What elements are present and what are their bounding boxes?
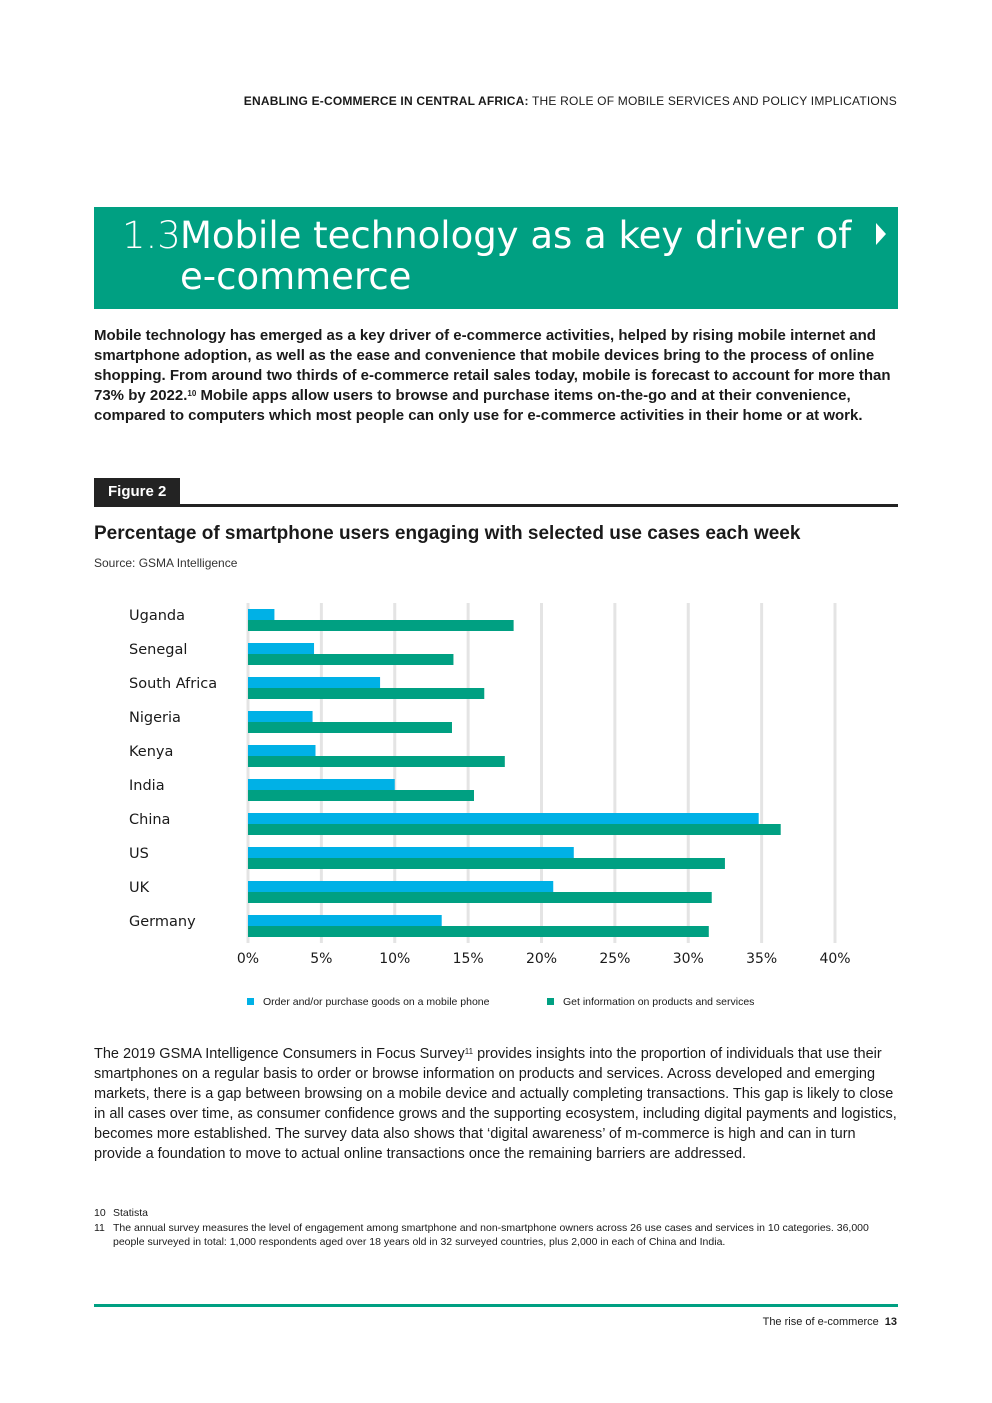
footnote-11: 11 The annual survey measures the level …	[94, 1221, 898, 1250]
bar-info-china	[248, 824, 781, 835]
page-number: 13	[884, 1316, 897, 1328]
chart-legend: Order and/or purchase goods on a mobile …	[247, 996, 754, 1008]
section-title: Mobile technology as a key driver of e-c…	[180, 214, 852, 298]
bar-order-china	[248, 813, 759, 824]
category-label: South Africa	[129, 676, 217, 692]
bar-order-south-africa	[248, 677, 381, 688]
chart-bars	[248, 609, 781, 937]
bar-order-nigeria	[248, 711, 313, 722]
category-label: India	[129, 778, 165, 794]
arrow-right-icon	[876, 223, 886, 245]
footnote-text: Statista	[113, 1207, 149, 1219]
intro-part2: Mobile apps allow users to browse and pu…	[94, 387, 863, 424]
category-label: Germany	[129, 914, 196, 930]
x-tick-label: 40%	[819, 951, 850, 967]
bar-order-us	[248, 847, 574, 858]
bar-info-kenya	[248, 756, 505, 767]
bar-info-india	[248, 790, 474, 801]
x-tick-label: 0%	[237, 951, 259, 967]
legend-label: Order and/or purchase goods on a mobile …	[263, 996, 490, 1008]
footer-divider	[94, 1304, 898, 1307]
category-label: US	[129, 846, 149, 862]
bar-chart: Uganda Senegal South Africa Nigeria Kenya Ind…	[129, 603, 851, 1008]
body-part1: The 2019 GSMA Intelligence Consumers in …	[94, 1046, 465, 1062]
x-tick-label: 10%	[379, 951, 410, 967]
bar-order-uganda	[248, 609, 275, 620]
bar-info-uk	[248, 892, 712, 903]
footnote-10: 10 Statista	[94, 1206, 898, 1221]
running-header-rest: THE ROLE OF MOBILE SERVICES AND POLICY I…	[532, 94, 897, 108]
category-label: Senegal	[129, 642, 187, 658]
footnote-number: 10	[94, 1207, 106, 1219]
x-tick-label: 20%	[526, 951, 557, 967]
footer-section: The rise of e-commerce	[762, 1316, 879, 1328]
chart-category-labels: Uganda Senegal South Africa Nigeria Kenya Ind…	[129, 608, 217, 930]
bar-order-senegal	[248, 643, 315, 654]
footnote-number: 11	[94, 1221, 105, 1234]
legend-swatch	[247, 998, 254, 1005]
x-tick-label: 30%	[673, 951, 704, 967]
footnote-ref-11[interactable]: 11	[464, 1047, 474, 1056]
section-banner: 1.3 Mobile technology as a key driver of…	[94, 207, 898, 309]
x-tick-label: 5%	[310, 951, 332, 967]
figure-source: Source: GSMA Intelligence	[94, 556, 238, 570]
x-tick-label: 25%	[599, 951, 630, 967]
running-header-bold: ENABLING E-COMMERCE IN CENTRAL AFRICA:	[243, 94, 529, 108]
category-label: UK	[129, 880, 150, 896]
bar-order-germany	[248, 915, 442, 926]
figure-label: Figure 2	[94, 478, 181, 504]
body-paragraph: The 2019 GSMA Intelligence Consumers in …	[94, 1044, 898, 1164]
footnotes: 10 Statista 11 The annual survey measure…	[94, 1206, 898, 1250]
bar-order-india	[248, 779, 395, 790]
page-footer: The rise of e-commerce 13	[763, 1316, 897, 1328]
bar-info-germany	[248, 926, 709, 937]
bar-info-uganda	[248, 620, 514, 631]
figure-header: Figure 2	[94, 478, 898, 507]
legend-swatch	[547, 998, 554, 1005]
bar-info-south-africa	[248, 688, 485, 699]
legend-label: Get information on products and services	[563, 996, 754, 1008]
category-label: Uganda	[129, 608, 185, 624]
x-tick-label: 15%	[453, 951, 484, 967]
footnote-text: The annual survey measures the level of …	[113, 1221, 869, 1249]
running-header: ENABLING E-COMMERCE IN CENTRAL AFRICA: T…	[244, 94, 897, 108]
chart-x-tick-labels: 0% 5% 10% 15% 20% 25% 30% 35% 40%	[237, 951, 851, 967]
bar-order-kenya	[248, 745, 316, 756]
figure-title: Percentage of smartphone users engaging …	[94, 523, 801, 544]
intro-part1: Mobile technology has emerged as a key d…	[94, 327, 891, 404]
bar-info-senegal	[248, 654, 454, 665]
bar-info-us	[248, 858, 725, 869]
section-number: 1.3	[122, 214, 181, 257]
intro-paragraph: Mobile technology has emerged as a key d…	[94, 326, 898, 426]
bar-info-nigeria	[248, 722, 452, 733]
x-tick-label: 35%	[746, 951, 777, 967]
category-label: Nigeria	[129, 710, 181, 726]
footnote-ref-10[interactable]: 10	[187, 389, 197, 398]
category-label: China	[129, 812, 170, 828]
category-label: Kenya	[129, 744, 173, 760]
body-part2: provides insights into the proportion of…	[94, 1046, 897, 1162]
bar-order-uk	[248, 881, 554, 892]
